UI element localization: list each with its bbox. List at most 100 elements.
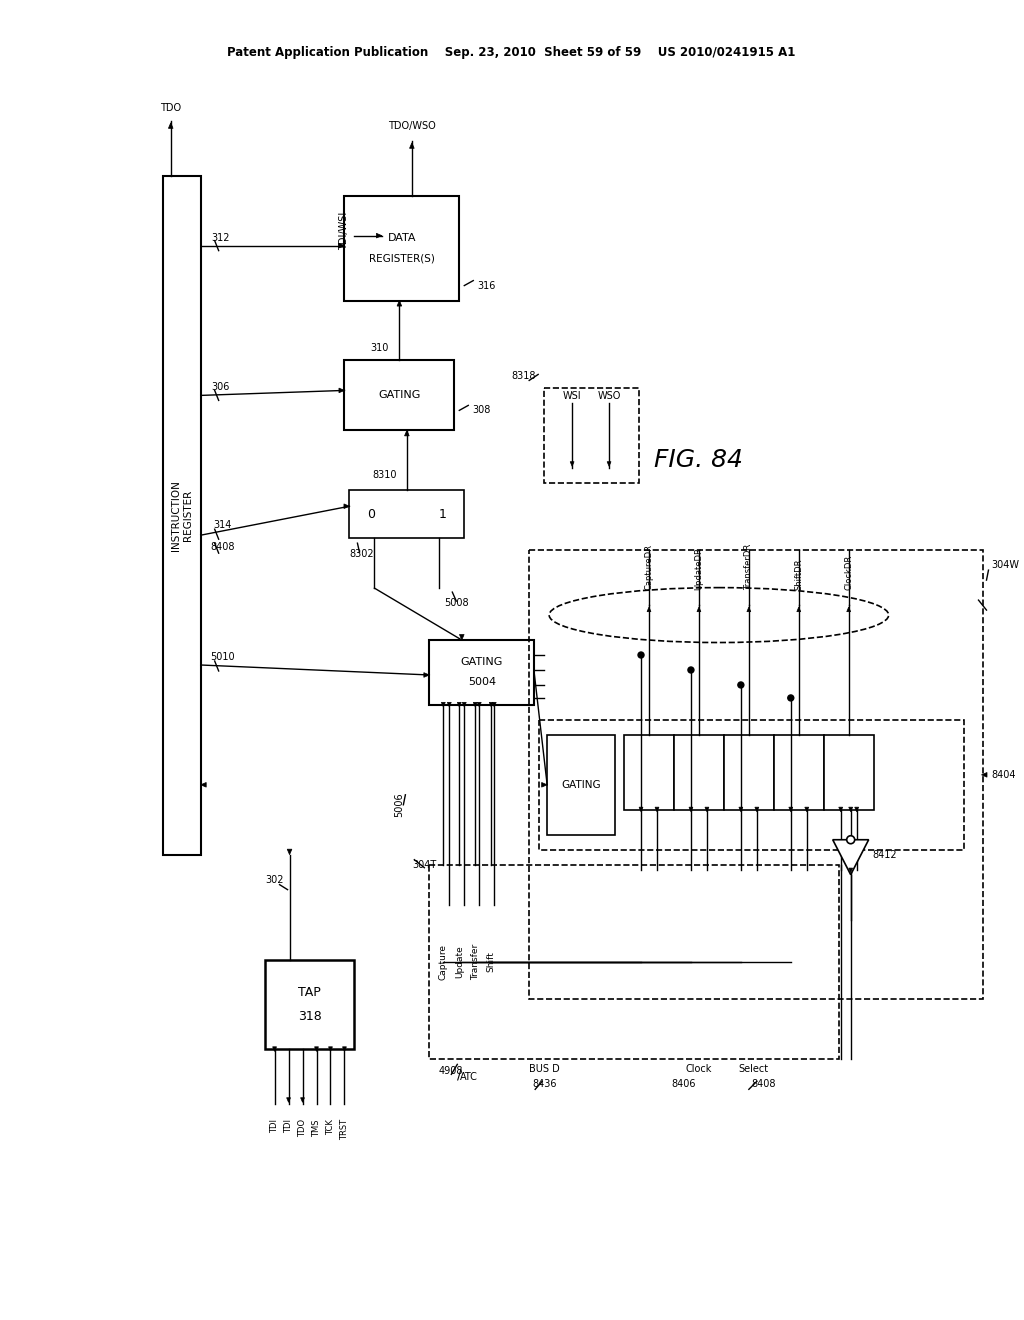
- Polygon shape: [342, 1047, 346, 1052]
- Text: INSTRUCTION
REGISTER: INSTRUCTION REGISTER: [171, 479, 193, 550]
- Circle shape: [738, 682, 743, 688]
- Polygon shape: [424, 673, 429, 677]
- Bar: [344, 195, 460, 301]
- Polygon shape: [697, 607, 700, 611]
- Polygon shape: [849, 869, 853, 873]
- Polygon shape: [655, 807, 658, 812]
- Text: TMS: TMS: [312, 1119, 321, 1137]
- Bar: [544, 388, 639, 483]
- Text: TDO: TDO: [298, 1119, 307, 1138]
- Text: TDI/WSI: TDI/WSI: [339, 211, 349, 249]
- Polygon shape: [788, 807, 793, 812]
- Polygon shape: [746, 607, 751, 611]
- Polygon shape: [493, 702, 497, 708]
- Text: BUS D: BUS D: [528, 1064, 559, 1074]
- Text: 5008: 5008: [444, 598, 469, 609]
- Text: 312: 312: [211, 232, 230, 243]
- Text: 8310: 8310: [373, 470, 397, 480]
- Polygon shape: [339, 388, 344, 393]
- Polygon shape: [458, 702, 461, 708]
- Text: 8436: 8436: [531, 1080, 556, 1089]
- Text: Transfer: Transfer: [471, 944, 480, 981]
- Bar: [429, 865, 839, 1060]
- Polygon shape: [329, 1047, 333, 1052]
- Text: DATA: DATA: [388, 234, 416, 243]
- Polygon shape: [689, 807, 693, 812]
- Polygon shape: [542, 783, 547, 787]
- Bar: [540, 719, 964, 850]
- Polygon shape: [755, 807, 759, 812]
- Polygon shape: [287, 849, 292, 855]
- Text: Patent Application Publication    Sep. 23, 2010  Sheet 59 of 59    US 2010/02419: Patent Application Publication Sep. 23, …: [227, 46, 796, 59]
- Text: REGISTER(S): REGISTER(S): [369, 253, 435, 263]
- Bar: [724, 735, 774, 809]
- Text: WSO: WSO: [597, 392, 621, 401]
- Polygon shape: [797, 607, 801, 611]
- Text: GATING: GATING: [461, 657, 503, 668]
- Text: ATC: ATC: [461, 1072, 478, 1082]
- Circle shape: [688, 667, 694, 673]
- Polygon shape: [607, 462, 611, 466]
- Circle shape: [847, 836, 855, 843]
- Polygon shape: [447, 702, 452, 708]
- Bar: [349, 490, 464, 539]
- Text: 1: 1: [438, 508, 446, 520]
- Text: GATING: GATING: [561, 780, 601, 789]
- Polygon shape: [410, 143, 414, 148]
- Text: Shift: Shift: [486, 952, 496, 973]
- Text: TDI: TDI: [270, 1119, 280, 1134]
- Text: 8406: 8406: [672, 1080, 696, 1089]
- Text: UpdateDR: UpdateDR: [694, 548, 703, 590]
- Text: WSI: WSI: [563, 392, 582, 401]
- Polygon shape: [473, 702, 477, 708]
- Polygon shape: [301, 1098, 304, 1102]
- Text: Capture: Capture: [439, 944, 447, 979]
- Polygon shape: [839, 807, 843, 812]
- Text: 308: 308: [472, 405, 490, 416]
- Polygon shape: [739, 807, 742, 812]
- Text: 5004: 5004: [468, 677, 496, 688]
- Polygon shape: [805, 807, 809, 812]
- Bar: [674, 735, 724, 809]
- Circle shape: [787, 694, 794, 701]
- Text: GATING: GATING: [378, 391, 421, 400]
- Text: 316: 316: [477, 281, 496, 290]
- Text: 314: 314: [213, 520, 231, 531]
- Text: 4908: 4908: [439, 1067, 464, 1076]
- Text: 8302: 8302: [349, 549, 374, 560]
- Polygon shape: [463, 702, 466, 708]
- Polygon shape: [441, 702, 445, 708]
- Bar: [429, 640, 535, 705]
- Text: TDO: TDO: [160, 103, 181, 112]
- Bar: [163, 176, 201, 855]
- Polygon shape: [168, 123, 173, 128]
- Polygon shape: [404, 430, 410, 436]
- Polygon shape: [705, 807, 709, 812]
- Circle shape: [638, 652, 644, 657]
- Text: TDO/WSO: TDO/WSO: [388, 121, 436, 131]
- Text: 318: 318: [298, 1010, 322, 1023]
- Text: FIG. 84: FIG. 84: [654, 449, 743, 473]
- Bar: [547, 735, 615, 834]
- Text: 8412: 8412: [872, 850, 897, 859]
- Text: TransferDR: TransferDR: [744, 544, 754, 590]
- Polygon shape: [272, 1047, 276, 1052]
- Text: TAP: TAP: [298, 986, 321, 999]
- Polygon shape: [397, 301, 401, 306]
- Text: 8408: 8408: [752, 1080, 776, 1089]
- Polygon shape: [489, 702, 494, 708]
- Text: 304T: 304T: [413, 859, 436, 870]
- Text: Clock: Clock: [686, 1064, 712, 1074]
- Polygon shape: [460, 635, 464, 640]
- Text: 5006: 5006: [394, 792, 404, 817]
- Text: 8408: 8408: [210, 543, 234, 552]
- Text: Select: Select: [738, 1064, 769, 1074]
- Text: 306: 306: [212, 383, 229, 392]
- Text: TCK: TCK: [326, 1119, 335, 1135]
- Polygon shape: [639, 807, 643, 812]
- Polygon shape: [344, 504, 349, 508]
- Bar: [823, 735, 873, 809]
- Polygon shape: [314, 1047, 318, 1052]
- Text: 304W: 304W: [991, 560, 1020, 570]
- Text: 310: 310: [371, 343, 388, 354]
